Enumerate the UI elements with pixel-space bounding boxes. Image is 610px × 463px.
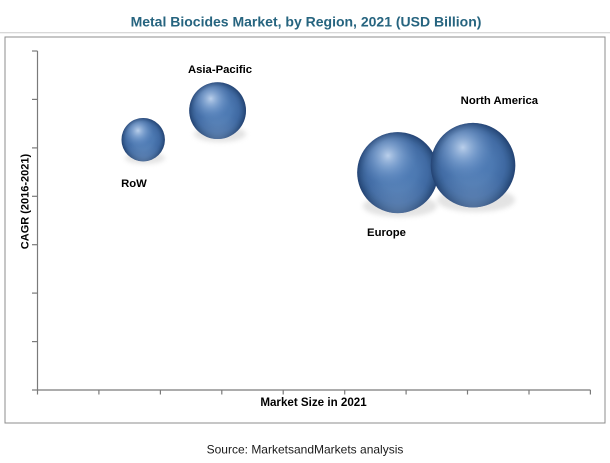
svg-text:Source: MarketsandMarkets anal: Source: MarketsandMarkets analysis xyxy=(207,443,404,457)
svg-text:CAGR (2016-2021): CAGR (2016-2021) xyxy=(20,153,32,249)
svg-text:Asia-Pacific: Asia-Pacific xyxy=(188,64,252,76)
svg-text:Europe: Europe xyxy=(367,227,406,239)
svg-text:North America: North America xyxy=(461,95,539,107)
svg-text:Metal Biocides Market, by Regi: Metal Biocides Market, by Region, 2021 (… xyxy=(131,14,482,30)
svg-text:Market Size in 2021: Market Size in 2021 xyxy=(260,396,367,409)
svg-text:RoW: RoW xyxy=(121,178,147,190)
